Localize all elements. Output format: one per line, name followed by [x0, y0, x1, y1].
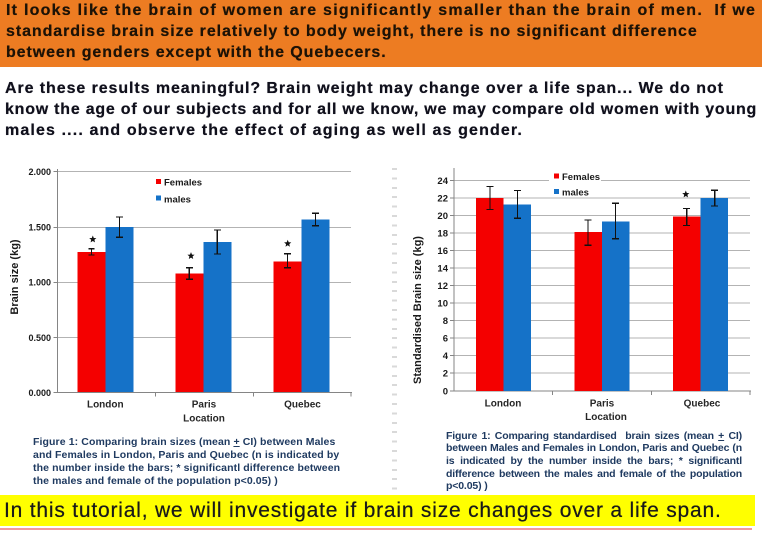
svg-text:10: 10	[437, 299, 448, 310]
svg-text:0: 0	[443, 387, 448, 398]
svg-text:Quebec: Quebec	[684, 399, 721, 410]
svg-text:males: males	[164, 195, 191, 206]
svg-text:Females: Females	[562, 172, 600, 183]
svg-text:20: 20	[437, 211, 448, 222]
svg-text:1.000: 1.000	[28, 278, 51, 288]
svg-text:Standardised Brain size (kg): Standardised Brain size (kg)	[412, 236, 424, 384]
svg-text:Location: Location	[183, 414, 225, 425]
svg-text:Quebec: Quebec	[284, 400, 321, 411]
svg-text:2: 2	[443, 369, 448, 380]
svg-text:4: 4	[443, 351, 449, 362]
svg-text:London: London	[485, 399, 522, 410]
svg-text:16: 16	[437, 246, 448, 257]
svg-text:14: 14	[437, 264, 448, 275]
svg-text:18: 18	[437, 229, 448, 240]
svg-text:6: 6	[443, 334, 448, 345]
svg-text:24: 24	[437, 176, 448, 187]
svg-text:Paris: Paris	[192, 400, 217, 411]
svg-text:22: 22	[437, 194, 448, 205]
svg-text:0.000: 0.000	[28, 388, 51, 398]
svg-text:Paris: Paris	[590, 399, 615, 410]
svg-text:Females: Females	[164, 178, 202, 189]
svg-text:12: 12	[437, 281, 448, 292]
svg-text:London: London	[87, 400, 124, 411]
svg-text:8: 8	[443, 316, 448, 327]
svg-text:0.500: 0.500	[28, 333, 51, 343]
svg-text:2.000: 2.000	[28, 167, 51, 177]
svg-text:1.500: 1.500	[28, 223, 51, 233]
svg-text:Location: Location	[585, 412, 627, 423]
svg-text:males: males	[562, 187, 589, 198]
svg-text:Brain size (kg): Brain size (kg)	[9, 239, 21, 315]
